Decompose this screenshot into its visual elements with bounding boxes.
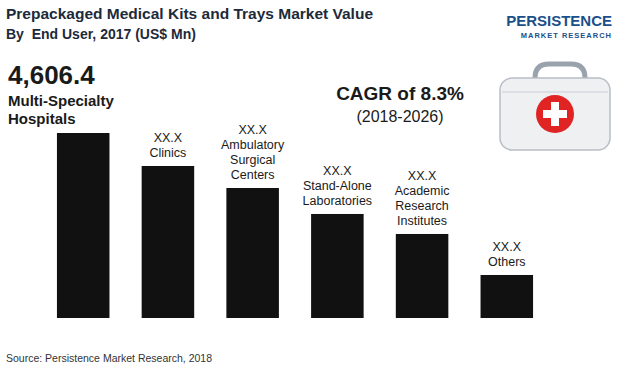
category-label: Multi-SpecialtyHospitals xyxy=(8,92,115,127)
logo-text: PERSISTENCE xyxy=(506,12,612,29)
subtitle: By End User, 2017 (US$ Mn) xyxy=(6,26,196,42)
data-label: XX.X xyxy=(323,164,352,178)
kit-box xyxy=(500,78,610,150)
kit-seam xyxy=(502,92,608,93)
logo-subtext: MARKET RESEARCH xyxy=(521,31,612,40)
category-label: AmbulatorySurgicalCenters xyxy=(221,138,285,182)
data-label: XX.X xyxy=(493,240,522,254)
data-label: XX.X xyxy=(238,123,267,137)
category-label: Clinics xyxy=(150,146,187,160)
bars xyxy=(57,133,533,318)
annotation: (2018-2026) xyxy=(356,108,443,125)
title: Prepackaged Medical Kits and Trays Marke… xyxy=(6,5,373,22)
bar xyxy=(481,275,534,318)
data-label: XX.X xyxy=(154,131,183,145)
bar xyxy=(396,234,449,318)
chart: Prepackaged Medical Kits and Trays Marke… xyxy=(0,0,620,370)
kit-badge xyxy=(536,95,574,133)
category-label: Stand-AloneLaboratories xyxy=(303,179,373,208)
bar xyxy=(311,214,364,318)
kit-handle xyxy=(535,64,585,78)
bar xyxy=(226,188,279,318)
annotation: CAGR of 8.3% xyxy=(336,83,464,104)
data-label: XX.X xyxy=(408,169,437,183)
bar xyxy=(57,133,110,318)
source: Source: Persistence Market Research, 201… xyxy=(6,352,212,364)
data-label: 4,606.4 xyxy=(8,60,95,90)
category-label: Others xyxy=(488,255,526,269)
kit-icon xyxy=(500,64,610,150)
category-label: AcademicResearchInstitutes xyxy=(395,184,450,228)
kit-cross xyxy=(543,110,567,118)
logo: PERSISTENCE MARKET RESEARCH xyxy=(506,12,612,40)
bar xyxy=(142,166,195,318)
bar-labels: Multi-SpecialtyHospitals4,606.4ClinicsXX… xyxy=(8,60,526,269)
